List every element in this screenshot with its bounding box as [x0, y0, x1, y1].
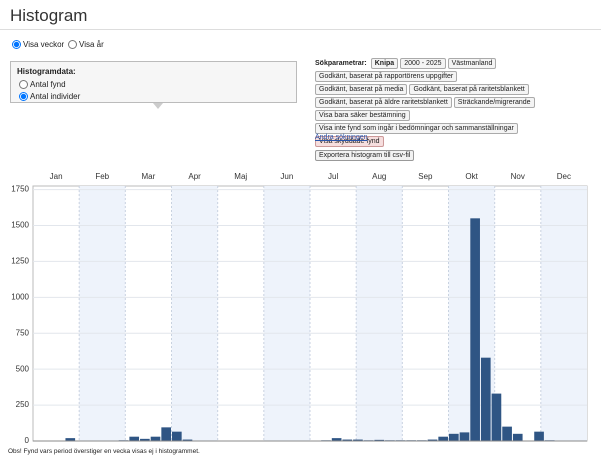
- radio-option[interactable]: Antal fynd: [19, 80, 66, 89]
- bar: [182, 439, 193, 441]
- radio-label: Antal individer: [30, 92, 81, 101]
- bar: [374, 439, 385, 441]
- y-tick-label: 0: [25, 436, 30, 445]
- x-tick-label: Maj: [234, 172, 247, 181]
- search-tag: Västmanland: [447, 58, 497, 69]
- bar: [161, 427, 171, 441]
- bar: [512, 433, 523, 441]
- bar: [331, 438, 342, 441]
- month-stripe: [356, 186, 403, 441]
- x-tick-label: Jul: [328, 172, 338, 181]
- search-tag: Godkänt, baserat på raritetsblankett: [409, 84, 529, 95]
- search-tag: Sträckande/migrerande: [453, 97, 535, 108]
- bar: [140, 438, 150, 441]
- search-tag: Knipa: [370, 58, 399, 69]
- month-stripe: [263, 186, 310, 441]
- radio-option[interactable]: Antal individer: [19, 92, 80, 101]
- radio-label: Visa veckor: [23, 40, 65, 49]
- x-tick-label: Nov: [511, 172, 525, 181]
- divider: [0, 29, 601, 30]
- bar: [342, 439, 353, 441]
- radio[interactable]: [19, 80, 28, 89]
- y-tick-label: 1000: [11, 292, 29, 301]
- radio-label: Antal fynd: [30, 80, 66, 89]
- bar: [353, 439, 363, 441]
- search-tag: Godkänt, baserat på äldre raritetsblanke…: [315, 97, 452, 108]
- histogram-data-box: Histogramdata: Antal fynd Antal individe…: [10, 61, 297, 103]
- radio-label: Visa år: [79, 40, 104, 49]
- x-tick-label: Dec: [557, 172, 571, 181]
- bar: [449, 433, 459, 441]
- search-tag: Visa bara säker bestämning: [315, 110, 410, 121]
- bar: [459, 432, 470, 441]
- bar: [150, 436, 161, 441]
- x-tick-label: Jun: [280, 172, 293, 181]
- y-tick-label: 1750: [11, 185, 29, 194]
- search-tag: Godkänt, baserat på media: [315, 84, 408, 95]
- search-tag: 2000 - 2025: [400, 58, 446, 69]
- box-label: Histogramdata:: [17, 67, 76, 76]
- bar: [129, 436, 140, 441]
- footnote: Obs! Fynd vars period överstiger en veck…: [8, 448, 200, 455]
- bar: [427, 439, 438, 441]
- y-tick-label: 750: [16, 328, 30, 337]
- month-stripe: [540, 186, 587, 441]
- bar: [491, 393, 502, 441]
- radio-option[interactable]: Visa veckor: [12, 40, 64, 49]
- radio[interactable]: [12, 40, 21, 49]
- change-link[interactable]: Ändra sökningen: [315, 134, 368, 141]
- search-tag: Godkänt, baserat på rapportörens uppgift…: [315, 71, 458, 82]
- x-tick-label: Mar: [141, 172, 155, 181]
- y-tick-label: 1250: [11, 257, 29, 266]
- bar: [480, 357, 491, 441]
- radio-option[interactable]: Visa år: [68, 40, 104, 49]
- search-tag: Visa skyddade fynd: [315, 136, 384, 147]
- y-tick-label: 500: [16, 364, 30, 373]
- y-tick-label: 250: [16, 400, 30, 409]
- x-tick-label: Sep: [418, 172, 433, 181]
- y-tick-label: 1500: [11, 221, 29, 230]
- bar: [438, 436, 448, 441]
- bar: [502, 426, 512, 441]
- box-pointer: [153, 103, 163, 109]
- bar: [534, 431, 544, 441]
- search-parameters: Sökparametrar: Knipa 2000 - 2025 Västmanla…: [315, 58, 550, 147]
- x-tick-label: Feb: [95, 172, 109, 181]
- search-tag: Visa inte fynd som ingår i bedömningar o…: [315, 123, 518, 134]
- x-tick-label: Aug: [372, 172, 386, 181]
- radio[interactable]: [19, 92, 28, 101]
- x-tick-label: Okt: [465, 172, 478, 181]
- bar: [65, 438, 76, 441]
- x-tick-label: Jan: [50, 172, 63, 181]
- x-tick-label: Apr: [188, 172, 201, 181]
- page-title: Histogram: [10, 6, 88, 25]
- search-label: Sökparametrar:: [315, 60, 367, 67]
- month-stripe: [171, 186, 218, 441]
- export-button[interactable]: Exportera histogram till csv-fil: [315, 150, 415, 161]
- month-stripe: [79, 186, 126, 441]
- radio[interactable]: [68, 40, 77, 49]
- bar: [470, 218, 480, 441]
- bar: [172, 431, 182, 441]
